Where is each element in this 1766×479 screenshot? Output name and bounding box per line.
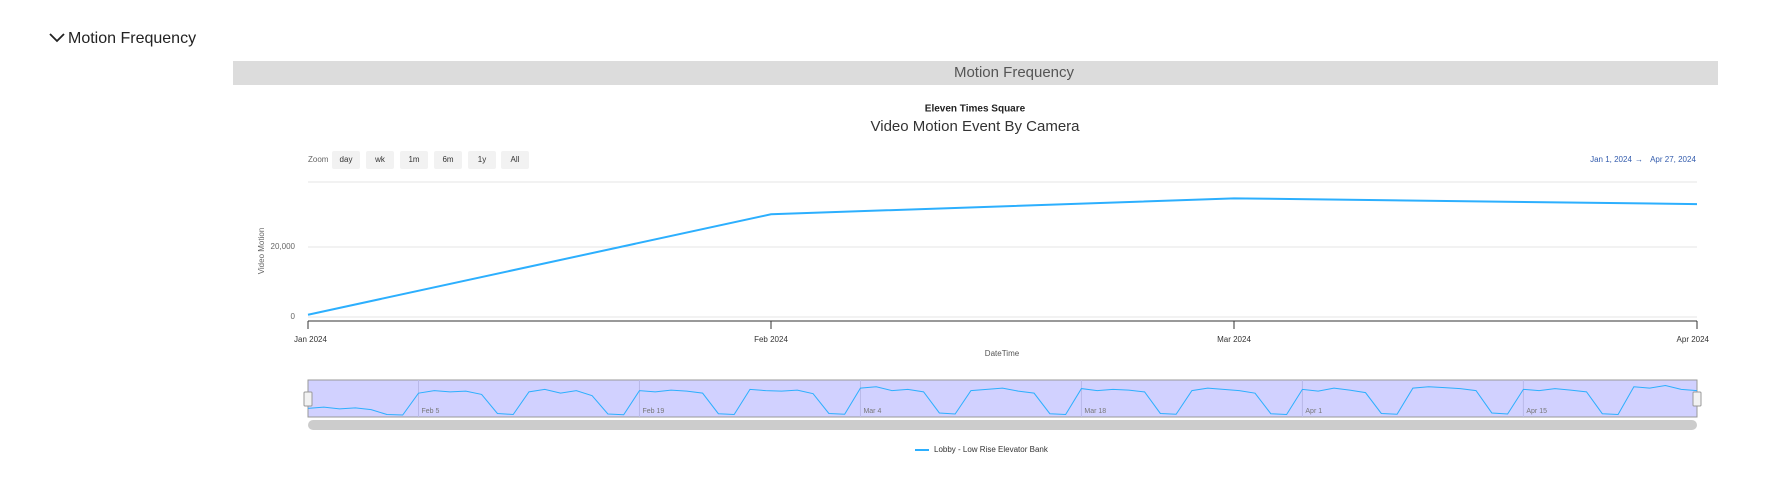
- navigator-tick-label: Apr 1: [1305, 408, 1322, 415]
- series-line: [307, 197, 1698, 316]
- x-tick-label: Feb 2024: [754, 335, 788, 344]
- zoom-button[interactable]: [434, 151, 462, 169]
- y-axis-title: Video Motion: [257, 228, 266, 275]
- zoom-button[interactable]: [501, 151, 529, 169]
- section-title[interactable]: Motion Frequency: [68, 30, 196, 47]
- x-tick-label: Mar 2024: [1217, 335, 1251, 344]
- zoom-button[interactable]: [400, 151, 428, 169]
- panel-bar: [233, 61, 1718, 85]
- navigator-tick-label: Mar 18: [1084, 408, 1106, 415]
- x-tick-label: Apr 2024: [1677, 335, 1710, 344]
- navigator-mask: [307, 379, 1698, 418]
- zoom-button[interactable]: [468, 151, 496, 169]
- navigator-tick-label: Feb 5: [421, 408, 439, 415]
- zoom-button-label[interactable]: wk: [374, 155, 386, 164]
- legend-label[interactable]: Lobby - Low Rise Elevator Bank: [934, 445, 1049, 454]
- range-to[interactable]: Apr 27, 2024: [1650, 155, 1696, 164]
- navigator-series: [307, 385, 1698, 416]
- navigator-tick-label: Feb 19: [642, 408, 664, 415]
- section-header[interactable]: Motion Frequency: [49, 30, 196, 47]
- range-from[interactable]: Jan 1, 2024: [1590, 155, 1632, 164]
- zoom-button[interactable]: [366, 151, 394, 169]
- zoom-button[interactable]: [332, 151, 360, 169]
- navigator-tick-label: Mar 4: [863, 408, 881, 415]
- chevron[interactable]: [49, 33, 65, 43]
- zoom-button-label[interactable]: 1y: [478, 155, 486, 164]
- chart-subtitle: Video Motion Event By Camera: [871, 118, 1081, 135]
- range-separator: →: [1635, 155, 1643, 164]
- x-tick-label: Jan 2024: [294, 335, 327, 344]
- zoom-button-label[interactable]: All: [511, 155, 520, 164]
- y-tick-label: 0: [291, 312, 296, 321]
- panel-title: Motion Frequency: [954, 64, 1075, 81]
- navigator-handle[interactable]: [1692, 391, 1702, 407]
- x-axis-title: DateTime: [985, 349, 1020, 358]
- navigator-tick-label: Apr 15: [1526, 408, 1547, 415]
- zoom-button-label[interactable]: 1m: [408, 155, 419, 164]
- zoom-button-label[interactable]: 6m: [442, 155, 453, 164]
- y-tick-label: 20,000: [271, 242, 296, 251]
- chart-title: Eleven Times Square: [925, 104, 1026, 115]
- scrollbar[interactable]: [308, 420, 1697, 430]
- zoom-button-label[interactable]: day: [340, 155, 353, 164]
- navigator-handle[interactable]: [303, 391, 313, 407]
- zoom-label: Zoom: [308, 155, 329, 164]
